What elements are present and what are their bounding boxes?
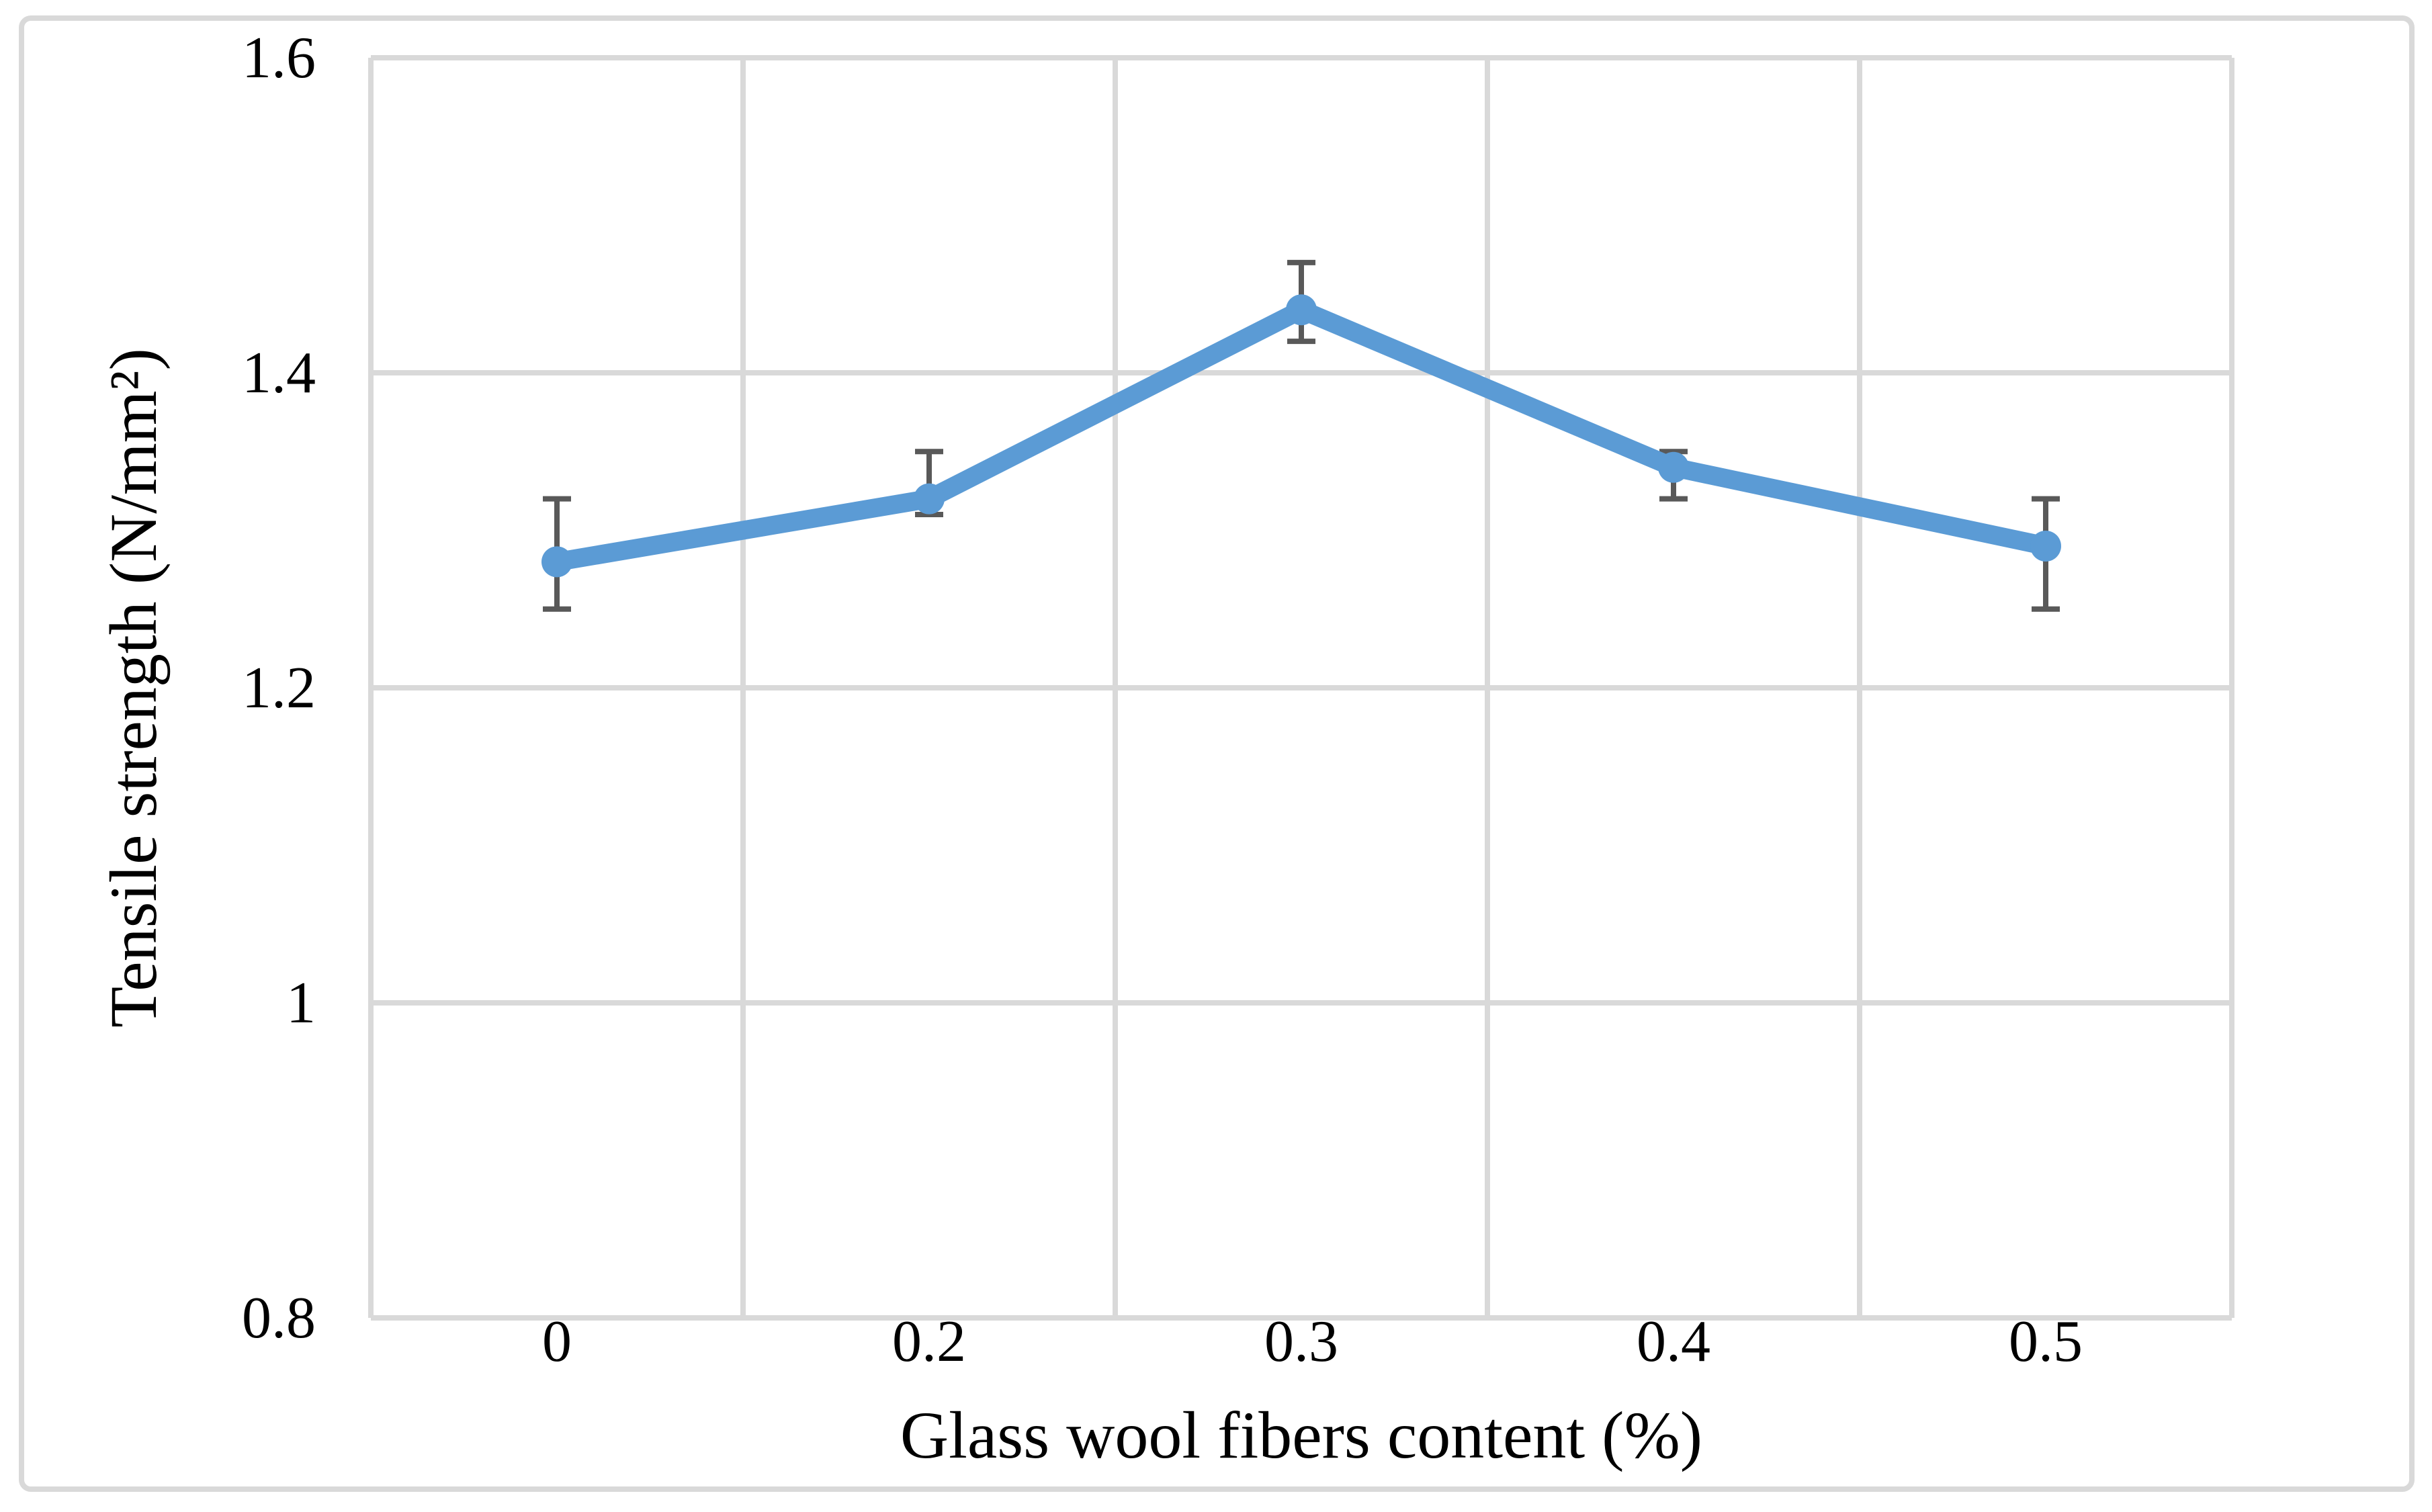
x-tick-label-0: 0 (542, 1309, 572, 1374)
y-tick-label-1: 1 (286, 971, 316, 1036)
x-axis-tick-labels: 0 0.2 0.3 0.4 0.5 (542, 1309, 2083, 1374)
y-axis-tick-labels: 0.8 1 1.2 1.4 1.6 (242, 26, 316, 1351)
x-axis-title: Glass wool fibers content (%) (900, 1398, 1702, 1472)
series-line (548, 300, 2055, 572)
x-tick-label-0.4: 0.4 (1637, 1309, 1710, 1374)
series-polyline (548, 300, 2055, 572)
chart-border (19, 15, 2415, 1492)
data-point-3 (1658, 451, 1689, 483)
data-point-1 (914, 483, 945, 515)
y-axis-title: Tensile strength (N/mm²) (96, 348, 171, 1028)
y-tick-label-1.2: 1.2 (242, 656, 316, 721)
x-tick-label-0.3: 0.3 (1264, 1309, 1338, 1374)
data-point-0 (541, 546, 572, 578)
gridlines (368, 55, 2234, 1321)
x-tick-label-0.5: 0.5 (2009, 1309, 2083, 1374)
data-point-markers (541, 294, 2061, 578)
y-tick-label-1.6: 1.6 (242, 26, 316, 91)
y-tick-label-0.8: 0.8 (242, 1286, 316, 1351)
x-tick-label-0.2: 0.2 (892, 1309, 966, 1374)
data-point-4 (2030, 530, 2061, 562)
y-tick-label-1.4: 1.4 (242, 341, 316, 406)
data-point-2 (1286, 294, 1317, 326)
